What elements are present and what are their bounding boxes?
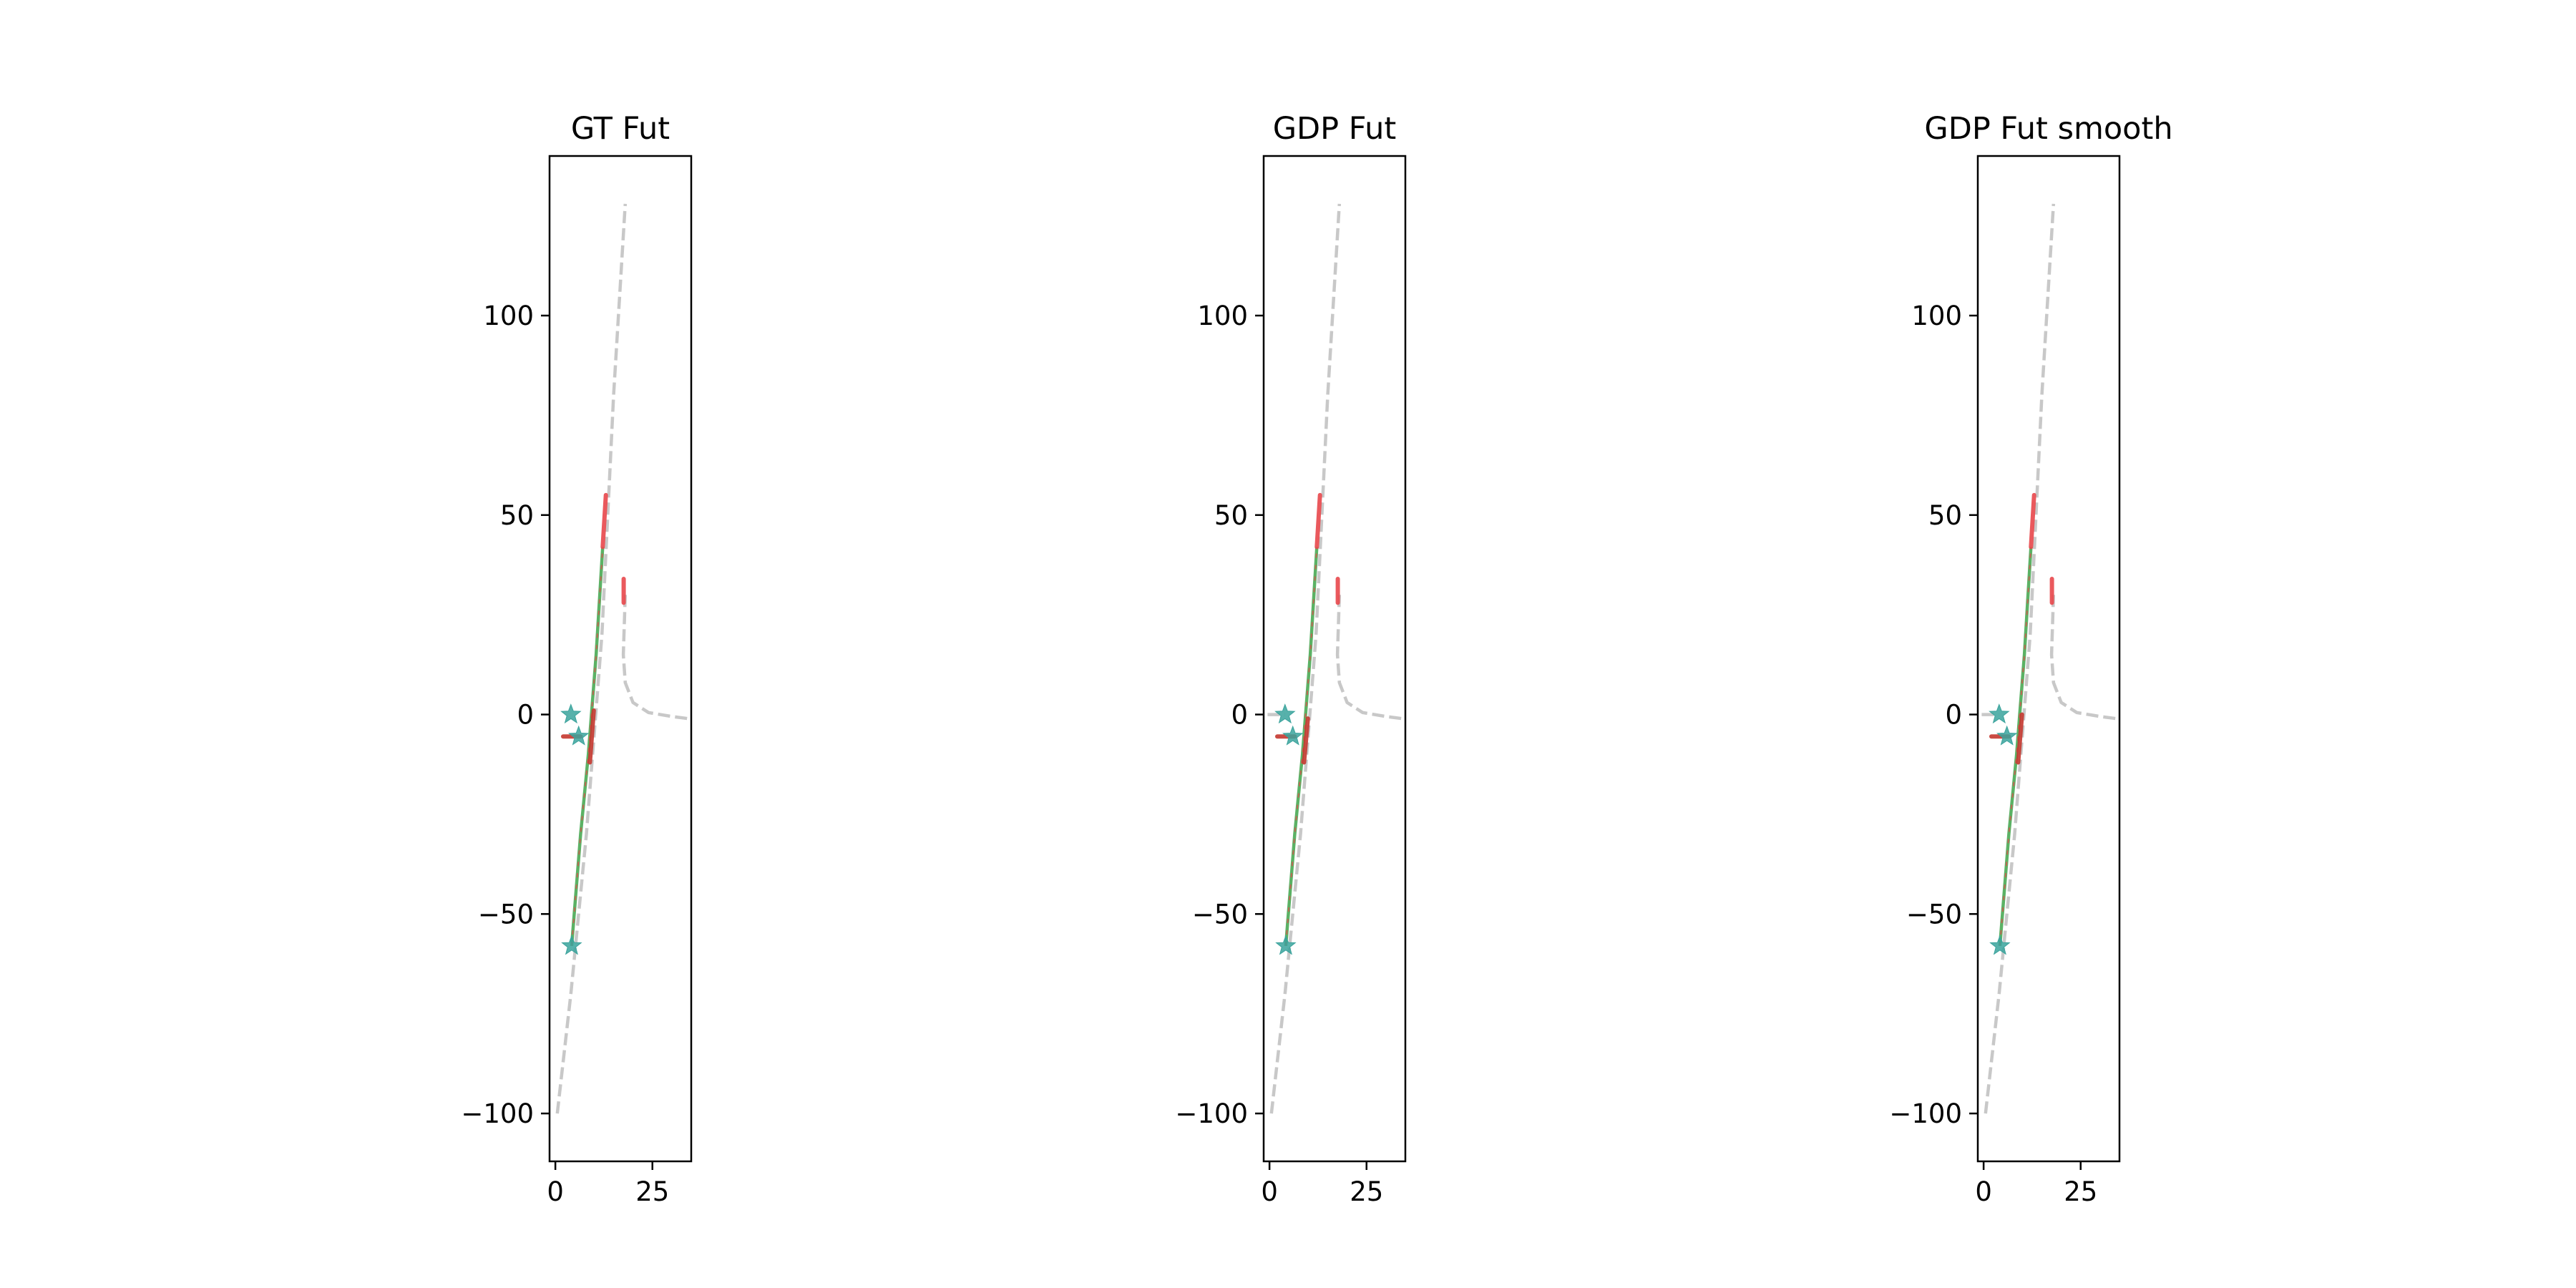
star-marker	[560, 703, 582, 724]
y-tick-label: 100	[1197, 301, 1248, 331]
history-segment	[1302, 716, 1310, 765]
plot-area	[1267, 203, 1402, 1114]
axes-frame	[1262, 155, 1407, 1163]
y-tick-label: 0	[517, 700, 534, 731]
history-segment	[2016, 712, 2024, 765]
lane-line	[1984, 203, 2056, 1114]
lane-line	[555, 203, 628, 1114]
chart-title: GDP Fut	[1273, 111, 1397, 147]
x-tick-label: 25	[2064, 1176, 2097, 1207]
axes-frame	[1976, 155, 2121, 1163]
y-tick-label: −100	[1889, 1098, 1962, 1129]
subplot-gdp-fut: −100 −50 0 50 100 0 25 GDP Fut	[1175, 111, 1407, 1207]
plot-area	[1981, 203, 2116, 1114]
y-tick-label: −50	[1192, 899, 1248, 930]
y-tick-label: 0	[1945, 700, 1962, 731]
chart-title: GT Fut	[571, 111, 670, 147]
subplot-gt-fut: −100 −50 0 50 100 0 25 GT Fut	[461, 111, 693, 1207]
y-tick-label: 50	[500, 500, 534, 531]
lane-line	[2049, 595, 2116, 721]
y-tick-label: 50	[1928, 500, 1962, 531]
star-marker	[561, 935, 582, 955]
y-tick-label: 0	[1231, 700, 1248, 731]
chart-title: GDP Fut smooth	[1924, 111, 2172, 147]
lane-line	[1335, 595, 1402, 721]
subplot-gdp-fut-smooth: −100 −50 0 50 100 0 25 GDP Fut smooth	[1889, 111, 2172, 1207]
y-tick-label: −50	[478, 899, 534, 930]
y-tick-label: −100	[1175, 1098, 1248, 1129]
lane-line	[1269, 203, 1342, 1114]
x-tick-label: 25	[635, 1176, 669, 1207]
plot-area	[555, 203, 688, 1114]
history-segment	[600, 492, 608, 550]
trajectory-line	[570, 547, 605, 947]
star-marker	[1274, 703, 1296, 724]
y-tick-label: −50	[1906, 899, 1962, 930]
y-tick-label: 100	[1911, 301, 1962, 331]
history-segment	[2029, 492, 2036, 550]
axes-frame	[548, 155, 693, 1163]
star-marker	[1275, 935, 1297, 955]
star-marker	[1996, 725, 2018, 746]
history-segment	[587, 708, 596, 765]
x-tick-label: 0	[1975, 1176, 1992, 1207]
x-tick-label: 0	[1261, 1176, 1278, 1207]
star-marker	[1989, 935, 2011, 955]
trajectory-line	[1284, 547, 1319, 947]
y-tick-label: −100	[461, 1098, 534, 1129]
x-tick-label: 25	[1350, 1176, 1383, 1207]
lane-line	[621, 595, 688, 721]
star-marker	[1282, 725, 1304, 746]
history-segment	[1314, 492, 1322, 550]
x-tick-label: 0	[547, 1176, 564, 1207]
trajectory-line	[1998, 547, 2033, 947]
y-tick-label: 100	[483, 301, 534, 331]
y-tick-label: 50	[1214, 500, 1248, 531]
star-marker	[568, 725, 590, 746]
star-marker	[1989, 703, 2010, 724]
